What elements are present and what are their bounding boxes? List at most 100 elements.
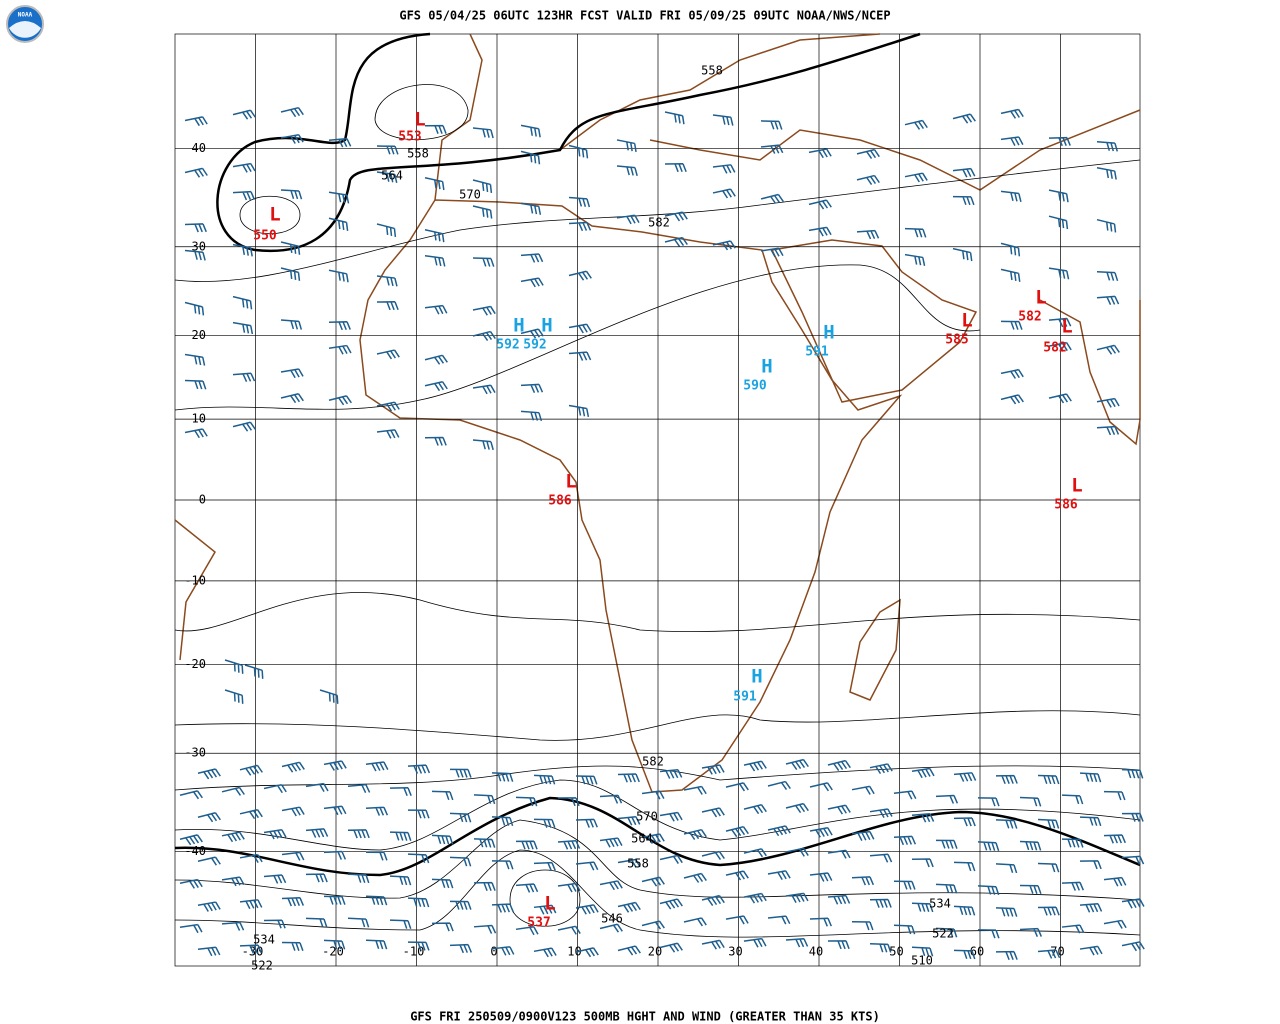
- wind-barb: [1103, 876, 1127, 887]
- wind-barb: [280, 134, 304, 144]
- wind-barb: [1079, 902, 1103, 913]
- wind-barb: [263, 829, 287, 840]
- wind-barb: [664, 111, 685, 125]
- wind-barb: [389, 919, 412, 930]
- wind-barb: [431, 878, 454, 889]
- wind-barb: [568, 270, 592, 281]
- wind-barb: [701, 850, 725, 860]
- wind-barb: [431, 790, 454, 801]
- wind-barb: [683, 872, 707, 883]
- wind-barb: [472, 205, 493, 219]
- wind-barb: [659, 769, 683, 779]
- wind-barb: [935, 839, 958, 849]
- wind-barb: [568, 144, 589, 159]
- lat-label: -10: [184, 573, 206, 587]
- center-value: 592: [496, 338, 519, 353]
- wind-barb: [952, 195, 975, 206]
- contour-label: 558: [627, 857, 649, 871]
- wind-barb: [1000, 268, 1021, 282]
- wind-barb: [911, 813, 935, 823]
- center-value: 550: [253, 229, 277, 244]
- wind-barb: [533, 774, 556, 785]
- wind-barb: [520, 150, 541, 165]
- wind-barb: [323, 850, 347, 860]
- wind-barb: [407, 764, 431, 774]
- wind-barb: [827, 894, 851, 905]
- wind-barb: [953, 817, 976, 827]
- wind-barb: [179, 790, 203, 800]
- wind-barb: [767, 870, 791, 880]
- center-value: 582: [1043, 341, 1066, 356]
- wind-barb: [449, 812, 472, 823]
- wind-barb: [1096, 425, 1120, 436]
- wind-barb: [319, 689, 339, 704]
- wind-barb: [827, 759, 851, 771]
- wind-barb: [743, 848, 767, 858]
- wind-barb: [1048, 317, 1072, 328]
- wind-barb: [1121, 898, 1145, 909]
- wind-barb: [491, 772, 514, 782]
- wind-barb: [617, 901, 641, 913]
- wind-barb: [184, 428, 208, 439]
- wind-barb: [281, 806, 305, 817]
- wind-barb: [520, 410, 543, 422]
- wind-barb: [893, 924, 916, 935]
- wind-barb: [712, 114, 734, 126]
- wind-barb: [424, 229, 445, 243]
- wind-barb: [424, 436, 447, 446]
- header-title: GFS 05/04/25 06UTC 123HR FCST VALID FRI …: [399, 9, 890, 23]
- wind-barb: [1048, 341, 1072, 352]
- wind-barb: [659, 942, 683, 953]
- wind-barb: [1096, 140, 1119, 152]
- wind-barb: [328, 217, 349, 231]
- wind-barb: [376, 401, 400, 412]
- wind-barb: [557, 839, 581, 850]
- wind-barb: [760, 193, 784, 204]
- wind-barb: [491, 903, 514, 913]
- wind-barb: [1037, 818, 1060, 829]
- noaa-logo: NOAA: [6, 5, 44, 43]
- wind-barb: [1121, 941, 1145, 952]
- wind-barb: [281, 896, 305, 907]
- center-symbol: H: [751, 666, 762, 688]
- wind-barb: [224, 689, 244, 704]
- wind-barbs: [179, 106, 1145, 961]
- wind-barb: [280, 241, 301, 255]
- wind-barb: [664, 211, 688, 222]
- wind-barb: [1000, 368, 1024, 379]
- wind-barb: [424, 354, 448, 365]
- contour-label: 546: [601, 912, 623, 926]
- graticule: [175, 34, 1140, 966]
- wind-barb: [1000, 394, 1024, 405]
- wind-barb: [533, 861, 556, 871]
- wind-barb: [575, 775, 598, 785]
- wind-barb: [184, 223, 207, 233]
- wind-barb: [911, 946, 934, 957]
- wind-barb: [785, 892, 809, 903]
- wind-barb: [1121, 768, 1144, 779]
- coastlines: [174, 33, 1141, 793]
- wind-barb: [743, 803, 767, 815]
- wind-barb: [232, 421, 256, 432]
- wind-barb: [952, 113, 976, 124]
- wind-barb: [712, 240, 736, 251]
- wind-barb: [809, 872, 833, 882]
- wind-barb: [328, 137, 352, 148]
- wind-barb: [424, 381, 448, 392]
- wind-barb: [515, 926, 539, 936]
- wind-barb: [1019, 884, 1042, 895]
- wind-barb: [376, 429, 400, 439]
- contour-label: 522: [251, 959, 273, 973]
- wind-barb: [767, 825, 791, 837]
- wind-barb: [557, 797, 580, 807]
- wind-barb: [323, 805, 347, 816]
- lat-label: 20: [192, 328, 206, 342]
- wind-barb: [911, 902, 934, 913]
- wind-barb: [280, 267, 301, 281]
- wind-barb: [1048, 136, 1071, 147]
- wind-barb: [904, 227, 927, 238]
- lon-label: 0: [490, 945, 497, 959]
- wind-barb: [856, 229, 880, 240]
- wind-barb: [767, 915, 791, 925]
